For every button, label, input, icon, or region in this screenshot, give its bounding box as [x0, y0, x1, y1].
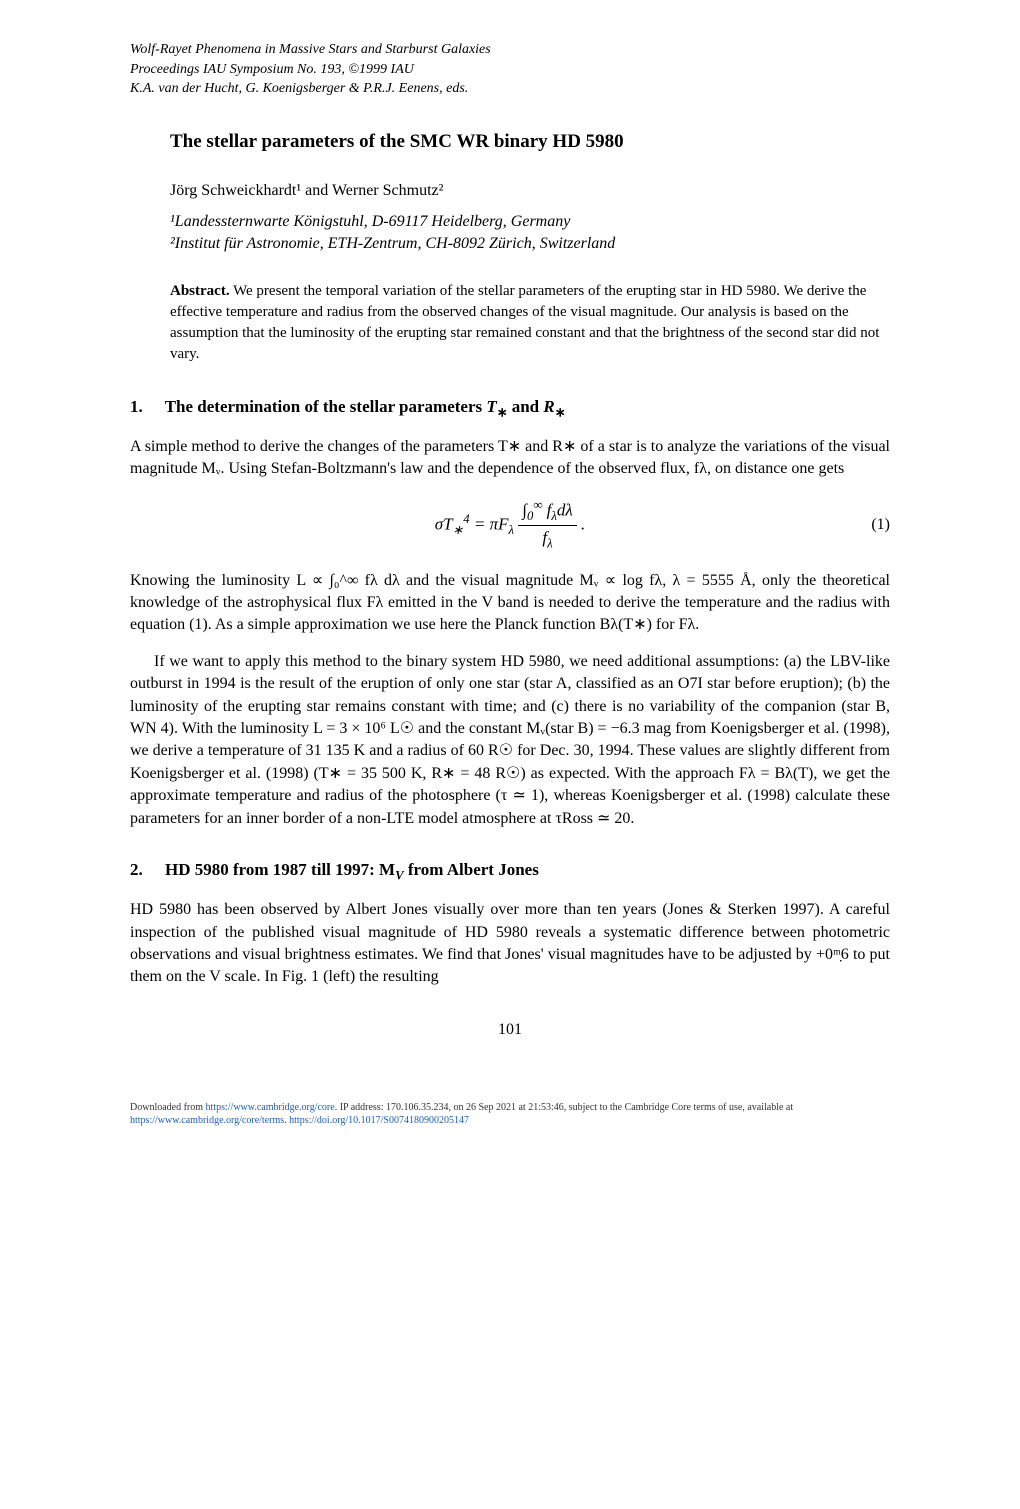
footer-link-terms[interactable]: https://www.cambridge.org/core/terms — [130, 1115, 284, 1126]
header-line-1: Wolf-Rayet Phenomena in Massive Stars an… — [130, 40, 890, 60]
abstract-block: Abstract. We present the temporal variat… — [170, 281, 890, 365]
section-1-heading: 1. The determination of the stellar para… — [130, 395, 890, 422]
section-1-para-2: Knowing the luminosity L ∝ ∫₀^∞ fλ dλ an… — [130, 570, 890, 637]
author-list: Jörg Schweickhardt¹ and Werner Schmutz² — [170, 180, 890, 202]
section-2-para-1: HD 5980 has been observed by Albert Jone… — [130, 899, 890, 989]
abstract-label: Abstract. — [170, 283, 230, 299]
equation-1-number: (1) — [871, 514, 890, 536]
abstract-text: We present the temporal variation of the… — [170, 283, 879, 362]
footer-prefix: Downloaded from — [130, 1102, 206, 1113]
paper-title: The stellar parameters of the SMC WR bin… — [170, 129, 890, 156]
header-line-2: Proceedings IAU Symposium No. 193, ©1999… — [130, 60, 890, 80]
footer-mid-1: . IP address: 170.106.35.234, on 26 Sep … — [335, 1102, 793, 1113]
affiliation-1: ¹Landessternwarte Königstuhl, D-69117 He… — [170, 211, 890, 233]
section-2-num: 2. — [130, 858, 143, 882]
section-1-para-3: If we want to apply this method to the b… — [130, 651, 890, 830]
footer-link-doi[interactable]: https://doi.org/10.1017/S007418090020514… — [289, 1115, 469, 1126]
section-2-heading: 2. HD 5980 from 1987 till 1997: MV from … — [130, 858, 890, 885]
section-1-title: The determination of the stellar paramet… — [165, 397, 566, 416]
download-footer: Downloaded from https://www.cambridge.or… — [130, 1101, 890, 1127]
footer-link-core[interactable]: https://www.cambridge.org/core — [206, 1102, 335, 1113]
proceedings-header: Wolf-Rayet Phenomena in Massive Stars an… — [130, 40, 890, 99]
affiliation-2: ²Institut für Astronomie, ETH-Zentrum, C… — [170, 233, 890, 255]
section-1-num: 1. — [130, 395, 143, 419]
equation-1: σT∗4 = πFλ ∫0∞ fλdλfλ . — [435, 497, 586, 554]
section-1-para-1: A simple method to derive the changes of… — [130, 436, 890, 481]
section-2-title: HD 5980 from 1987 till 1997: MV from Alb… — [165, 860, 539, 879]
affiliations: ¹Landessternwarte Königstuhl, D-69117 He… — [170, 211, 890, 256]
equation-1-row: σT∗4 = πFλ ∫0∞ fλdλfλ . (1) — [130, 497, 890, 554]
page-number: 101 — [130, 1019, 890, 1041]
header-line-3: K.A. van der Hucht, G. Koenigsberger & P… — [130, 79, 890, 99]
